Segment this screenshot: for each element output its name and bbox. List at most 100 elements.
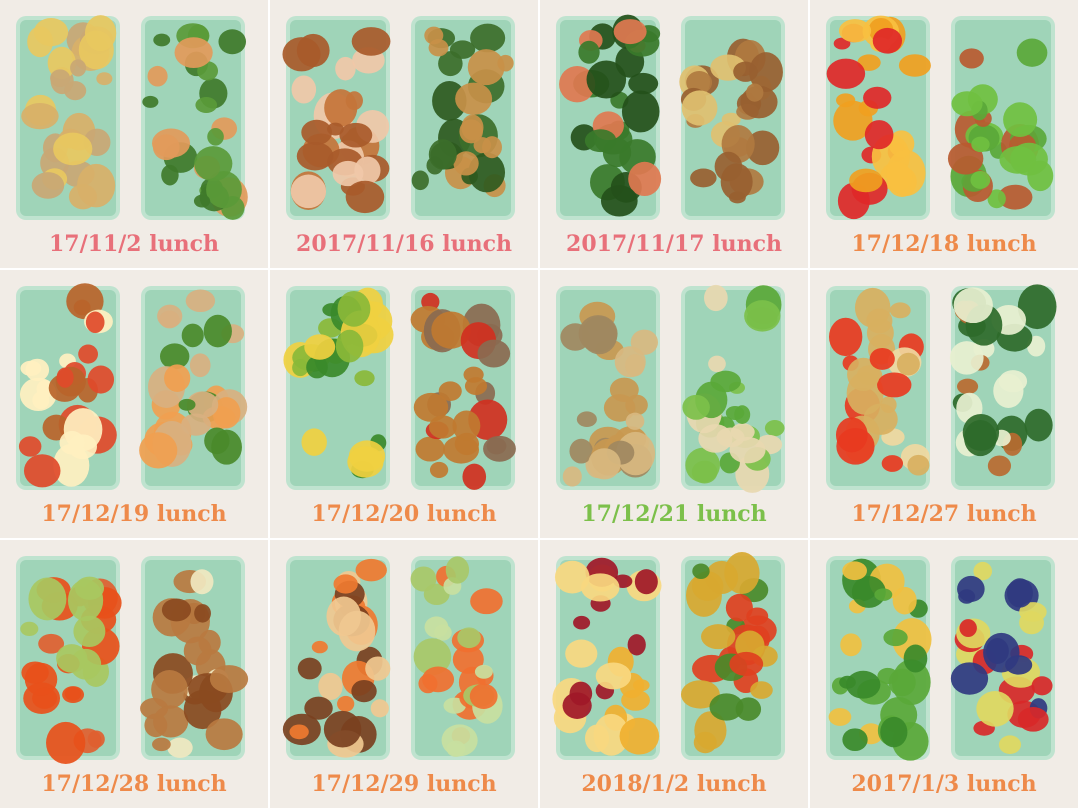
food bbox=[292, 359, 309, 377]
food bbox=[301, 119, 333, 146]
food bbox=[578, 40, 600, 64]
food bbox=[581, 573, 620, 602]
food bbox=[880, 716, 908, 748]
food bbox=[735, 697, 762, 721]
food bbox=[153, 33, 171, 47]
photo-tile: 17/12/19 lunch bbox=[0, 270, 268, 538]
food bbox=[354, 370, 375, 387]
food bbox=[694, 711, 727, 750]
food bbox=[993, 373, 1024, 408]
food bbox=[185, 289, 216, 313]
food bbox=[36, 379, 54, 399]
tile-caption: 2017/1/3 lunch bbox=[851, 771, 1036, 797]
food bbox=[355, 558, 387, 582]
food bbox=[866, 308, 893, 334]
food bbox=[838, 19, 872, 43]
food bbox=[347, 446, 384, 478]
food bbox=[413, 392, 449, 422]
food bbox=[554, 560, 590, 594]
food bbox=[351, 679, 377, 703]
food bbox=[619, 717, 660, 755]
photo-tile: 2018/1/2 lunch bbox=[540, 540, 808, 808]
food bbox=[846, 670, 881, 699]
food bbox=[424, 616, 449, 638]
food bbox=[46, 721, 86, 764]
food bbox=[474, 664, 493, 679]
food bbox=[84, 15, 117, 52]
food bbox=[422, 666, 455, 693]
food bbox=[681, 90, 718, 126]
food bbox=[78, 344, 98, 364]
food bbox=[581, 316, 618, 355]
food bbox=[749, 52, 783, 93]
food bbox=[190, 569, 214, 595]
food bbox=[836, 427, 875, 465]
photo-tile: 17/12/29 lunch bbox=[270, 540, 538, 808]
food bbox=[903, 644, 928, 673]
tile-caption: 17/12/27 lunch bbox=[851, 501, 1036, 527]
food bbox=[56, 367, 74, 388]
food bbox=[628, 72, 659, 95]
food bbox=[1006, 578, 1033, 608]
food bbox=[625, 354, 645, 377]
food bbox=[438, 51, 463, 77]
food bbox=[23, 454, 61, 488]
food bbox=[304, 334, 336, 360]
food bbox=[28, 577, 67, 621]
food bbox=[327, 122, 344, 136]
food bbox=[428, 139, 457, 170]
food bbox=[297, 657, 322, 680]
food bbox=[345, 91, 363, 111]
food bbox=[462, 463, 487, 490]
food bbox=[725, 593, 753, 622]
food bbox=[31, 172, 65, 199]
photo-tile: 17/12/18 lunch bbox=[810, 0, 1078, 268]
photo-tile: 2017/11/16 lunch bbox=[270, 0, 538, 268]
food bbox=[1019, 611, 1044, 635]
food bbox=[907, 454, 930, 476]
food bbox=[290, 174, 327, 209]
food bbox=[326, 596, 362, 637]
food bbox=[680, 680, 720, 709]
food bbox=[708, 355, 726, 373]
food bbox=[698, 424, 733, 453]
food bbox=[1005, 655, 1033, 675]
food bbox=[204, 427, 230, 455]
food bbox=[953, 287, 993, 324]
food bbox=[874, 588, 893, 601]
food bbox=[883, 629, 908, 647]
food bbox=[464, 377, 488, 396]
food bbox=[573, 615, 591, 630]
food bbox=[212, 397, 241, 429]
food bbox=[625, 412, 645, 430]
tile-caption: 2017/11/16 lunch bbox=[296, 231, 512, 257]
food bbox=[847, 357, 880, 392]
food bbox=[159, 310, 180, 329]
food bbox=[411, 170, 429, 191]
food bbox=[744, 300, 781, 332]
food bbox=[142, 95, 159, 108]
food bbox=[621, 90, 660, 133]
food bbox=[949, 341, 984, 375]
food bbox=[209, 665, 249, 693]
food bbox=[947, 142, 984, 175]
food bbox=[423, 583, 450, 606]
food bbox=[842, 561, 867, 581]
food bbox=[576, 411, 597, 428]
food bbox=[181, 323, 204, 348]
food bbox=[705, 560, 739, 595]
food bbox=[181, 413, 211, 436]
food bbox=[470, 23, 506, 53]
food bbox=[842, 728, 868, 752]
food bbox=[959, 619, 977, 638]
food bbox=[96, 72, 113, 86]
food bbox=[467, 49, 505, 86]
food bbox=[569, 681, 593, 706]
food bbox=[337, 290, 371, 327]
food bbox=[161, 164, 179, 186]
food bbox=[337, 695, 355, 712]
food bbox=[863, 86, 892, 109]
food bbox=[23, 682, 61, 715]
food bbox=[64, 686, 82, 701]
